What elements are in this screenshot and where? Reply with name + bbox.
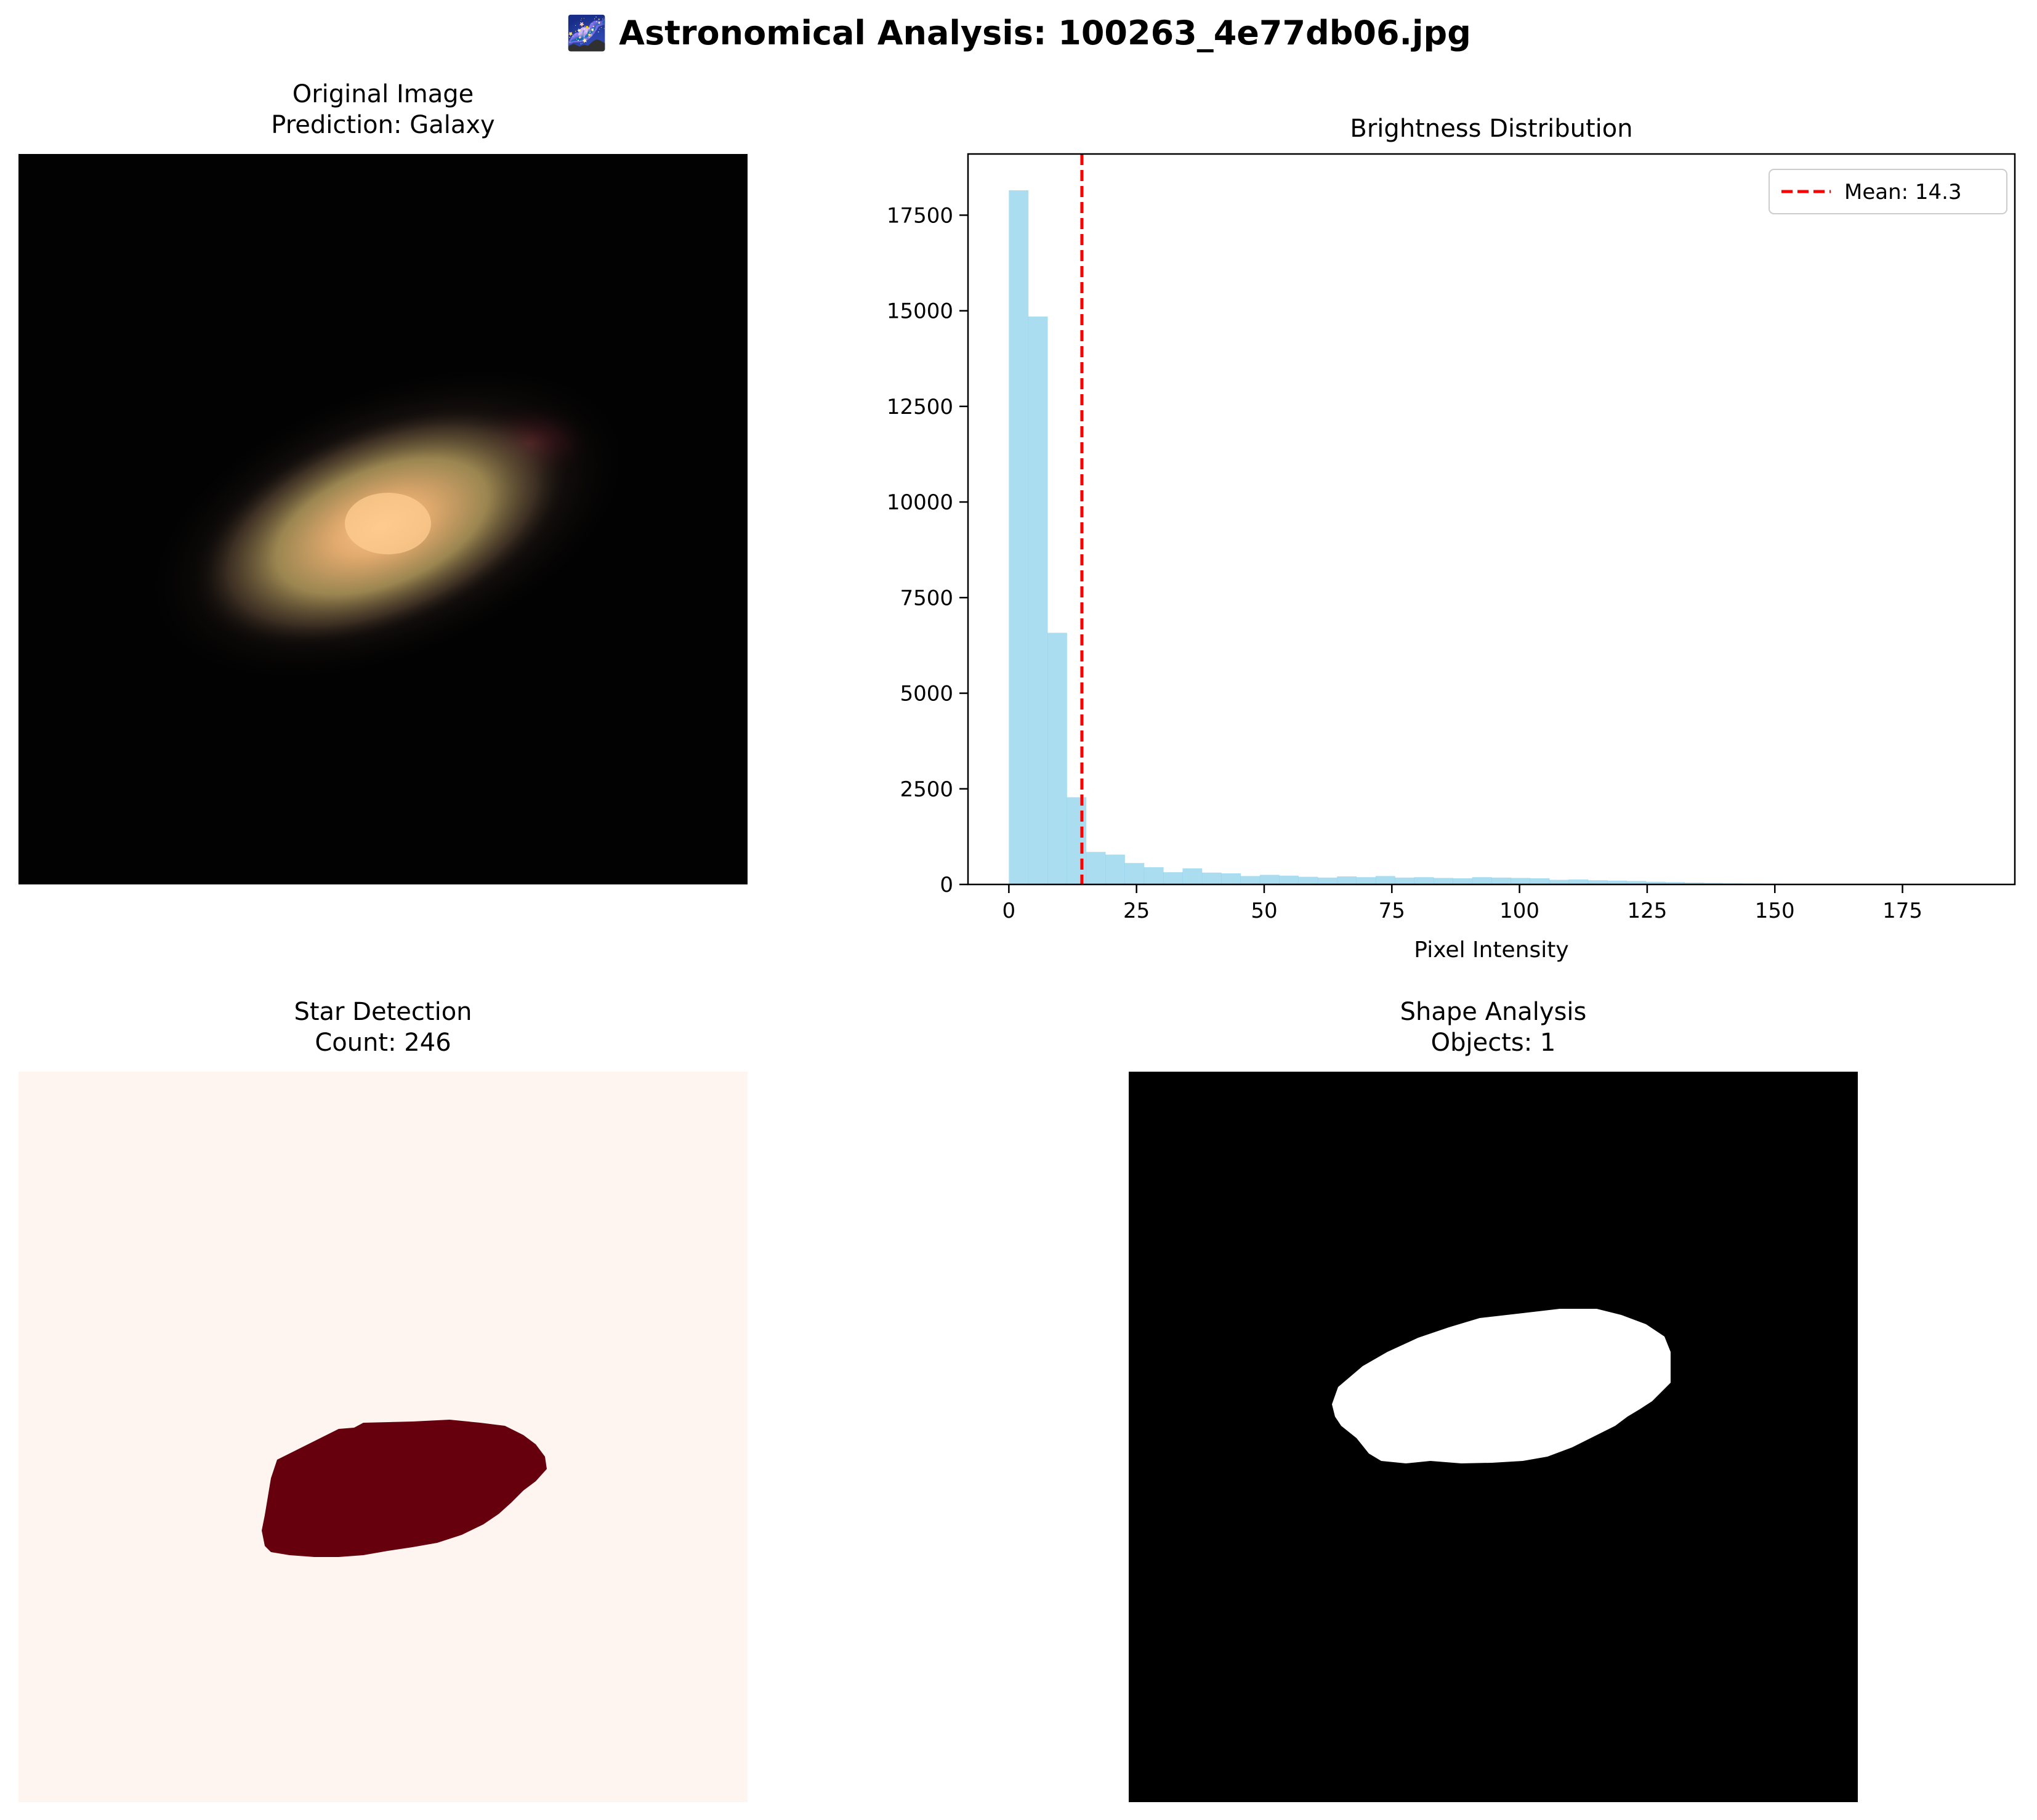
x-tick-label: 175 — [1882, 899, 1922, 923]
x-tick-label: 150 — [1755, 899, 1795, 923]
histogram-bar — [1395, 877, 1415, 884]
histogram-bar — [1665, 882, 1685, 884]
histogram-bar — [1009, 190, 1029, 885]
histogram-bar — [1645, 881, 1666, 884]
histogram-bar — [1124, 863, 1145, 884]
x-tick-label: 0 — [1002, 899, 1016, 923]
x-tick-label: 100 — [1499, 899, 1539, 923]
galaxy-core — [345, 493, 431, 554]
shape-analysis-map — [1129, 1072, 1858, 1802]
histogram-bar — [1626, 881, 1647, 884]
histogram-bar — [1201, 872, 1222, 884]
x-tick-label: 25 — [1123, 899, 1150, 923]
histogram-bar — [1182, 868, 1203, 884]
histogram-title: Brightness Distribution — [1350, 115, 1633, 143]
histogram-bar — [1105, 854, 1125, 884]
histogram-bar — [1356, 877, 1376, 884]
legend-box — [1769, 169, 2007, 214]
histogram-bar — [1607, 880, 1627, 884]
histogram-bar — [1298, 876, 1318, 884]
histogram-bar — [1684, 882, 1704, 884]
star-detection-map — [18, 1072, 748, 1802]
figure-title: 🌌 Astronomical Analysis: 100263_4e77db06… — [566, 14, 1471, 52]
y-tick-label: 15000 — [887, 299, 953, 324]
y-tick-label: 17500 — [887, 203, 953, 228]
histogram-bar — [1240, 876, 1261, 884]
histogram-bar — [1568, 879, 1589, 884]
x-tick-label: 75 — [1379, 899, 1405, 923]
y-tick-label: 12500 — [887, 395, 953, 419]
histogram-bar — [1317, 877, 1337, 884]
stars-panel-title: Star Detection Count: 246 — [294, 998, 472, 1057]
histogram-bar — [1530, 878, 1550, 884]
histogram-chart: 0 25 50 75 100 125 150 175 0 2500 5000 7500 10000 125… — [887, 153, 2016, 963]
y-tick-label: 7500 — [900, 586, 953, 610]
histogram-bar — [1337, 876, 1357, 884]
x-tick-label: 50 — [1251, 899, 1277, 923]
histogram-bar — [1472, 877, 1492, 884]
detected-region — [262, 1420, 547, 1557]
x-axis-label: Pixel Intensity — [1414, 937, 1568, 963]
histogram-bar — [1453, 878, 1473, 884]
original-panel-title: Original Image Prediction: Galaxy — [271, 80, 495, 139]
histogram-bar — [1028, 316, 1048, 884]
histogram-bar — [1067, 797, 1087, 884]
histogram-bar — [1491, 877, 1511, 884]
histogram-bar — [1414, 877, 1434, 884]
legend-entry: Mean: 14.3 — [1844, 180, 1962, 204]
histogram-bar — [1047, 633, 1067, 884]
shape-object — [1332, 1309, 1671, 1463]
y-tick-label: 10000 — [887, 490, 953, 515]
histogram-bar — [1163, 872, 1183, 884]
histogram-bar — [1221, 873, 1241, 884]
histogram-bar — [1375, 876, 1395, 884]
shape-panel-title: Shape Analysis Objects: 1 — [1400, 998, 1587, 1057]
y-tick-label: 2500 — [900, 777, 953, 802]
y-tick-label: 0 — [940, 873, 953, 897]
histogram-bar — [1259, 875, 1280, 884]
histogram-bar — [1549, 880, 1569, 884]
histogram-bar — [1144, 867, 1164, 884]
axes-frame — [967, 153, 2016, 886]
histogram-bar — [1587, 880, 1608, 884]
x-tick-label: 125 — [1627, 899, 1667, 923]
histogram-bar — [1511, 878, 1531, 884]
histogram-bar — [1086, 852, 1106, 884]
histogram-bar — [1433, 878, 1453, 884]
original-image — [18, 154, 748, 884]
y-tick-label: 5000 — [900, 682, 953, 706]
histogram-bar — [1279, 875, 1299, 884]
